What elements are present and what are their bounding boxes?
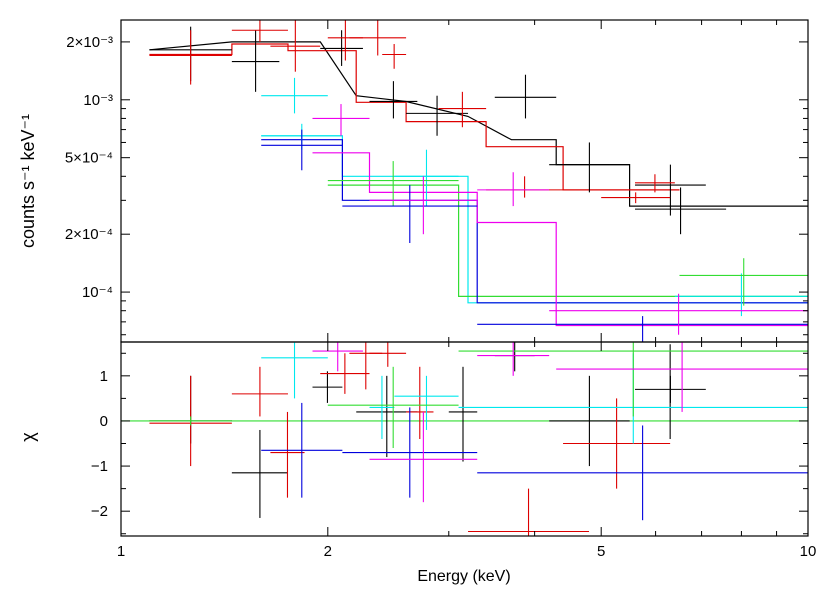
bottom-red-point-2 xyxy=(270,411,305,498)
top-magenta-point-1 xyxy=(369,176,478,235)
top-red-model-line xyxy=(149,43,680,191)
bottom-red-point-3 xyxy=(320,353,370,394)
x-tick-label-10: 10 xyxy=(800,543,817,560)
bottom-red-point-4 xyxy=(349,342,383,390)
bottom-cyan-point-1 xyxy=(369,375,395,439)
top-black-point-2 xyxy=(320,30,363,66)
top-cyan-point-3 xyxy=(674,273,808,317)
bottom-panel-ylabel: χ xyxy=(18,432,38,442)
top-blue-point-0 xyxy=(261,129,343,171)
top-y-tick-label-0: 10⁻⁴ xyxy=(82,284,113,301)
top-black-point-8 xyxy=(635,164,706,216)
top-panel-data xyxy=(149,20,808,342)
bottom-green-point-1 xyxy=(327,366,459,449)
top-red-point-8 xyxy=(635,174,675,193)
bottom-y-tick-label-2: 0 xyxy=(100,413,108,430)
x-axis: 1 2 5 10 xyxy=(117,20,817,560)
bottom-cyan-point-0 xyxy=(261,342,328,399)
top-panel-ylabel: counts s⁻¹ keV⁻¹ xyxy=(18,114,38,248)
bottom-magenta-point-3 xyxy=(556,342,808,412)
top-black-point-1 xyxy=(231,30,280,92)
top-y-tick-label-3: 10⁻³ xyxy=(83,92,113,109)
bottom-magenta-point-0 xyxy=(312,342,363,372)
bottom-panel-frame xyxy=(120,341,809,537)
top-red-point-1 xyxy=(231,20,288,42)
top-blue-point-1 xyxy=(342,185,478,243)
top-black-point-3 xyxy=(369,81,418,119)
top-cyan-point-2 xyxy=(394,149,459,207)
bottom-red-point-6 xyxy=(406,366,434,439)
bottom-panel-data xyxy=(121,342,808,536)
top-red-point-3 xyxy=(327,20,363,61)
top-magenta-point-0 xyxy=(312,104,370,136)
bottom-blue-point-1 xyxy=(342,407,478,498)
top-red-point-5 xyxy=(382,44,407,69)
top-green-model-line xyxy=(327,184,808,297)
bottom-panel-y-axis: −2 −1 0 1 xyxy=(91,352,808,535)
bottom-magenta-point-2 xyxy=(477,342,550,376)
x-axis-label: Energy (keV) xyxy=(417,568,510,585)
top-panel-frame xyxy=(120,19,809,343)
top-black-point-6 xyxy=(549,142,630,193)
bottom-blue-point-2 xyxy=(477,425,808,521)
top-magenta-point-3 xyxy=(549,293,808,335)
bottom-black-point-1 xyxy=(231,429,288,518)
bottom-red-point-5 xyxy=(369,342,407,367)
top-black-point-5 xyxy=(494,74,557,119)
bottom-green-point-0 xyxy=(149,416,232,426)
top-y-tick-label-4: 2×10⁻³ xyxy=(66,34,113,51)
top-black-model-line xyxy=(149,41,808,207)
bottom-y-tick-label-0: −2 xyxy=(91,503,108,520)
bottom-y-tick-label-3: 1 xyxy=(100,368,108,385)
bottom-black-point-6 xyxy=(549,375,630,467)
top-panel: 10⁻⁴ 2×10⁻⁴ 5×10⁻⁴ 10⁻³ 2×10⁻³ counts s⁻¹ ke… xyxy=(18,19,809,343)
bottom-red-point-7 xyxy=(468,488,590,536)
top-black-point-7 xyxy=(635,187,727,235)
bottom-black-point-4 xyxy=(448,366,478,462)
top-red-point-0 xyxy=(149,30,232,85)
top-black-point-4 xyxy=(406,95,469,136)
top-red-point-4 xyxy=(349,20,407,56)
x-tick-label-5: 5 xyxy=(597,543,605,560)
bottom-red-point-1 xyxy=(231,366,288,417)
bottom-y-tick-label-1: −1 xyxy=(91,458,108,475)
bottom-green-point-2 xyxy=(458,342,808,417)
top-green-point-1 xyxy=(679,258,808,306)
top-magenta-model-line xyxy=(312,152,808,327)
top-red-point-2 xyxy=(270,20,321,72)
top-green-point-0 xyxy=(327,161,459,207)
top-blue-point-2 xyxy=(477,316,808,342)
top-y-tick-label-2: 5×10⁻⁴ xyxy=(65,150,113,167)
top-blue-model-line xyxy=(261,139,808,304)
bottom-cyan-point-2 xyxy=(394,375,459,430)
top-cyan-point-0 xyxy=(261,77,328,114)
x-tick-label-1: 1 xyxy=(117,543,125,560)
top-red-point-9 xyxy=(601,192,671,204)
top-magenta-point-2 xyxy=(477,172,550,207)
bottom-blue-point-0 xyxy=(261,402,343,498)
bottom-panel: −2 −1 0 1 χ xyxy=(18,341,809,537)
bottom-magenta-point-1 xyxy=(369,411,478,503)
top-cyan-model-line xyxy=(261,135,808,304)
bottom-red-point-8 xyxy=(563,398,671,489)
top-panel-y-axis: 10⁻⁴ 2×10⁻⁴ 5×10⁻⁴ 10⁻³ 2×10⁻³ xyxy=(65,34,808,336)
top-red-point-6 xyxy=(438,91,487,128)
bottom-black-point-5 xyxy=(494,342,535,372)
top-red-point-7 xyxy=(486,176,564,198)
top-y-tick-label-1: 2×10⁻⁴ xyxy=(65,226,113,243)
x-tick-label-2: 2 xyxy=(324,543,332,560)
bottom-black-point-2 xyxy=(312,371,343,403)
